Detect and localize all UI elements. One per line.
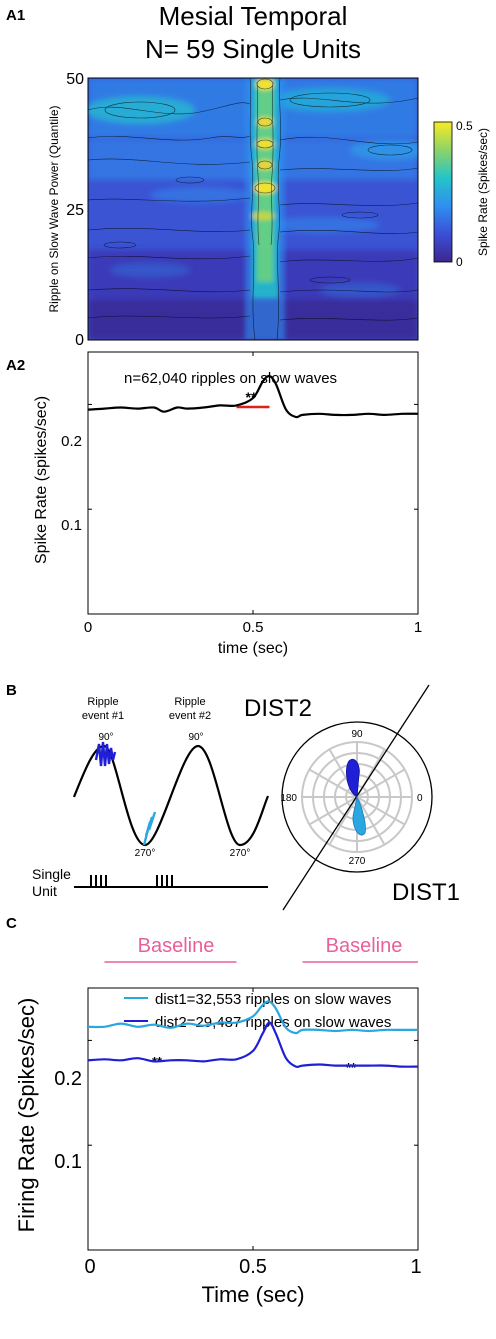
heatmap-frame bbox=[87, 77, 419, 341]
c-line-dist2 bbox=[87, 1021, 419, 1069]
colorbar-tick-max: 0.5 bbox=[456, 119, 473, 133]
ripple2-label-line1: Ripple bbox=[174, 696, 205, 708]
panel-label-b: B bbox=[6, 682, 17, 699]
a2-x-tick-0: 0 bbox=[84, 619, 92, 636]
c-ticks bbox=[87, 988, 419, 1250]
a2-y-tick-0-1: 0.1 bbox=[61, 517, 82, 534]
ripple1-label-line1: Ripple bbox=[87, 696, 118, 708]
colorbar-label: Spike Rate (Spikes/sec) bbox=[476, 128, 490, 256]
panel-label-c: C bbox=[6, 915, 17, 932]
heatmap bbox=[88, 78, 418, 340]
baseline-label-left: Baseline bbox=[138, 935, 215, 957]
a2-xlabel: time (sec) bbox=[218, 640, 288, 657]
polar-label-180: 180 bbox=[280, 793, 297, 804]
heatmap-ytick-25: 25 bbox=[66, 202, 84, 219]
spike-train bbox=[90, 875, 173, 887]
sine-270-label-1: 270° bbox=[135, 848, 156, 859]
legend-label-dist2: dist2=29,487 ripples on slow waves bbox=[155, 1014, 391, 1031]
polar-plot: 90 180 0 270 bbox=[280, 684, 433, 911]
c-significance-right: ** bbox=[346, 1060, 357, 1075]
polar-label-270: 270 bbox=[349, 856, 366, 867]
legend-label-dist1: dist1=32,553 ripples on slow waves bbox=[155, 991, 391, 1008]
dist-divider-line bbox=[282, 684, 430, 911]
polar-lobe-dist1 bbox=[352, 795, 366, 836]
slow-wave-sine bbox=[72, 744, 270, 847]
ripple1-label-line2: event #1 bbox=[82, 710, 124, 722]
c-x-tick-0-5: 0.5 bbox=[239, 1256, 267, 1278]
a2-ylabel: Spike Rate (spikes/sec) bbox=[33, 396, 50, 564]
a2-ticks bbox=[87, 352, 419, 614]
dist2-label: DIST2 bbox=[244, 695, 312, 722]
c-ylabel: Firing Rate (Spikes/sec) bbox=[14, 998, 39, 1233]
c-legend: dist1=32,553 ripples on slow waves dist2… bbox=[124, 991, 391, 1031]
heatmap-ytick-0: 0 bbox=[75, 332, 84, 349]
c-line-dist1 bbox=[87, 1000, 418, 1035]
c-y-tick-0-1: 0.1 bbox=[54, 1151, 82, 1173]
panel-label-a1: A1 bbox=[6, 7, 25, 24]
single-unit-label-line2: Unit bbox=[32, 883, 57, 899]
ripple-event-1-icon bbox=[94, 741, 117, 767]
c-y-tick-0-2: 0.2 bbox=[54, 1068, 82, 1090]
baseline-label-right: Baseline bbox=[326, 935, 403, 957]
polar-lobe-dist2 bbox=[346, 758, 360, 798]
heatmap-y-ticks: 50 25 0 bbox=[66, 71, 84, 349]
a2-x-tick-0-5: 0.5 bbox=[243, 619, 264, 636]
polar-label-0: 0 bbox=[417, 793, 423, 804]
c-x-tick-1: 1 bbox=[410, 1256, 421, 1278]
heatmap-ytick-50: 50 bbox=[66, 71, 84, 88]
heatmap-title-line2: N= 59 Single Units bbox=[145, 34, 361, 64]
colorbar-tick-min: 0 bbox=[456, 255, 463, 269]
sine-270-label-2: 270° bbox=[230, 848, 251, 859]
heatmap-title-line1: Mesial Temporal bbox=[159, 1, 348, 31]
dist1-label: DIST1 bbox=[392, 879, 460, 906]
panel-label-a2: A2 bbox=[6, 357, 25, 374]
ripple2-label-line2: event #2 bbox=[169, 710, 211, 722]
c-xlabel: Time (sec) bbox=[201, 1282, 304, 1307]
heatmap-ylabel: Ripple on Slow Wave Power (Quantile) bbox=[47, 106, 61, 313]
single-unit-label-line1: Single bbox=[32, 866, 71, 882]
colorbar bbox=[433, 121, 453, 263]
a2-spike-rate-line bbox=[87, 374, 419, 419]
a2-annotation: n=62,040 ripples on slow waves bbox=[124, 370, 337, 387]
polar-label-90: 90 bbox=[351, 729, 363, 740]
sine-90-label-1: 90° bbox=[98, 732, 113, 743]
a2-significance-stars: ** bbox=[246, 389, 257, 405]
ripple-event-2-icon bbox=[142, 811, 157, 846]
c-x-tick-0: 0 bbox=[84, 1256, 95, 1278]
sine-90-label-2: 90° bbox=[188, 732, 203, 743]
a2-x-tick-1: 1 bbox=[414, 619, 422, 636]
a2-y-tick-0-2: 0.2 bbox=[61, 433, 82, 450]
